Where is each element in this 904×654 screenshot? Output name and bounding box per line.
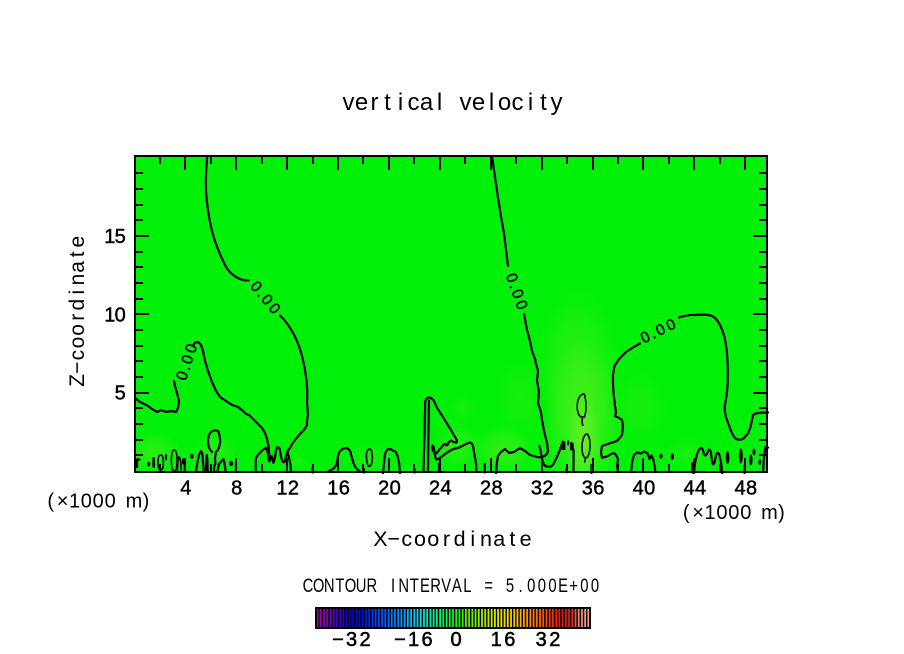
svg-text:36: 36 bbox=[582, 478, 605, 500]
svg-text:12: 12 bbox=[276, 478, 299, 500]
svg-text:0: 0 bbox=[450, 629, 461, 651]
svg-text:(×1000 m): (×1000 m) bbox=[683, 502, 785, 524]
svg-text:(×1000 m): (×1000 m) bbox=[47, 491, 149, 513]
svg-text:vertical velocity: vertical velocity bbox=[343, 89, 563, 116]
svg-text:20: 20 bbox=[378, 478, 401, 500]
svg-text:28: 28 bbox=[480, 478, 503, 500]
svg-text:40: 40 bbox=[633, 478, 656, 500]
svg-text:−32: −32 bbox=[332, 629, 370, 651]
svg-text:5: 5 bbox=[115, 383, 126, 405]
svg-text:4: 4 bbox=[180, 478, 191, 500]
svg-text:48: 48 bbox=[734, 478, 757, 500]
svg-text:8: 8 bbox=[231, 478, 242, 500]
svg-text:24: 24 bbox=[429, 478, 452, 500]
svg-text:−16: −16 bbox=[394, 629, 432, 651]
svg-text:32: 32 bbox=[531, 478, 554, 500]
svg-text:44: 44 bbox=[684, 478, 707, 500]
svg-text:CONTOUR INTERVAL = 5.000E+00: CONTOUR INTERVAL = 5.000E+00 bbox=[303, 575, 600, 596]
svg-text:Z−coordinate: Z−coordinate bbox=[66, 236, 89, 387]
svg-text:16: 16 bbox=[327, 478, 350, 500]
svg-text:10: 10 bbox=[104, 304, 126, 326]
svg-text:15: 15 bbox=[104, 226, 126, 248]
